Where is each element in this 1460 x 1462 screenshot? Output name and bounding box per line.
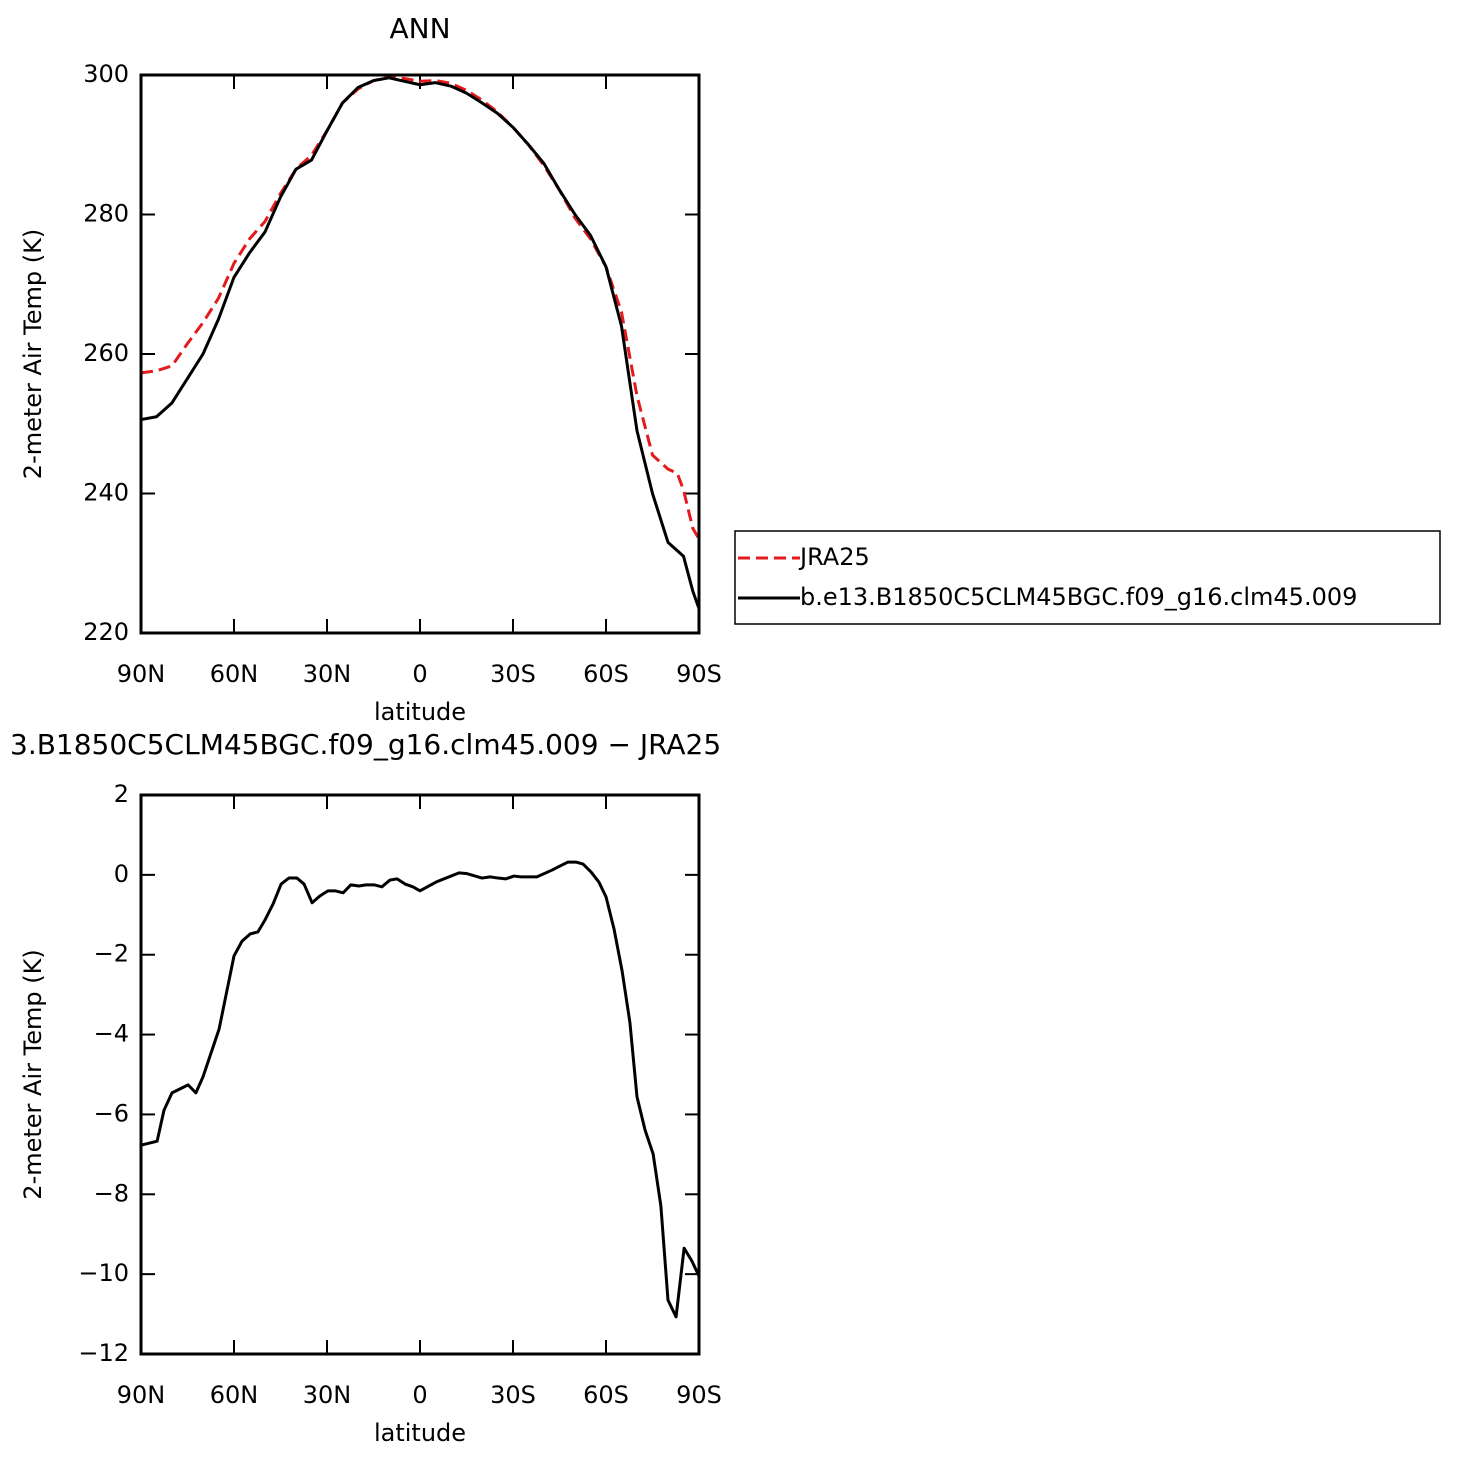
chart-title: 3.B1850C5CLM45BGC.f09_g16.clm45.009 − JR… bbox=[10, 728, 721, 761]
x-tick-label: 60S bbox=[583, 660, 629, 688]
y-axis-label: 2-meter Air Temp (K) bbox=[19, 229, 47, 479]
y-axis-label: 2-meter Air Temp (K) bbox=[19, 949, 47, 1199]
chart-title: ANN bbox=[389, 12, 450, 45]
x-tick-label: 30N bbox=[303, 660, 352, 688]
x-tick-label: 30S bbox=[490, 1381, 536, 1409]
x-tick-label: 0 bbox=[412, 660, 427, 688]
series-line bbox=[140, 75, 701, 540]
x-tick-label: 0 bbox=[412, 1381, 427, 1409]
x-tick-label: 30N bbox=[303, 1381, 352, 1409]
y-tick-label: −2 bbox=[94, 940, 129, 968]
x-tick-label: 60N bbox=[210, 1381, 259, 1409]
y-tick-label: −12 bbox=[78, 1339, 129, 1367]
x-tick-label: 90S bbox=[676, 1381, 722, 1409]
y-tick-label: 0 bbox=[114, 860, 129, 888]
x-tick-label: 90S bbox=[676, 660, 722, 688]
series-line bbox=[140, 860, 701, 1319]
y-tick-label: −6 bbox=[94, 1099, 129, 1127]
x-tick-label: 60S bbox=[583, 1381, 629, 1409]
y-tick-label: −10 bbox=[78, 1259, 129, 1287]
plot-frame bbox=[139, 793, 701, 1356]
y-tick-label: 240 bbox=[83, 479, 129, 507]
x-tick-label: 60N bbox=[210, 660, 259, 688]
x-tick-label: 90N bbox=[117, 660, 166, 688]
x-tick-label: 30S bbox=[490, 660, 536, 688]
y-tick-label: 2 bbox=[114, 780, 129, 808]
y-tick-label: −8 bbox=[94, 1179, 129, 1207]
y-tick-label: 280 bbox=[83, 200, 129, 228]
x-tick-label: 90N bbox=[117, 1381, 166, 1409]
y-tick-label: 220 bbox=[83, 618, 129, 646]
y-tick-label: 260 bbox=[83, 339, 129, 367]
plot-frame bbox=[139, 73, 701, 635]
legend-label: b.e13.B1850C5CLM45BGC.f09_g16.clm45.009 bbox=[800, 583, 1357, 611]
legend-label: JRA25 bbox=[798, 543, 870, 571]
legend-box bbox=[734, 530, 1441, 625]
y-tick-label: 300 bbox=[83, 60, 129, 88]
series-line bbox=[140, 76, 701, 610]
x-axis-label: latitude bbox=[374, 698, 466, 726]
x-axis-label: latitude bbox=[374, 1419, 466, 1447]
y-tick-label: −4 bbox=[94, 1020, 129, 1048]
